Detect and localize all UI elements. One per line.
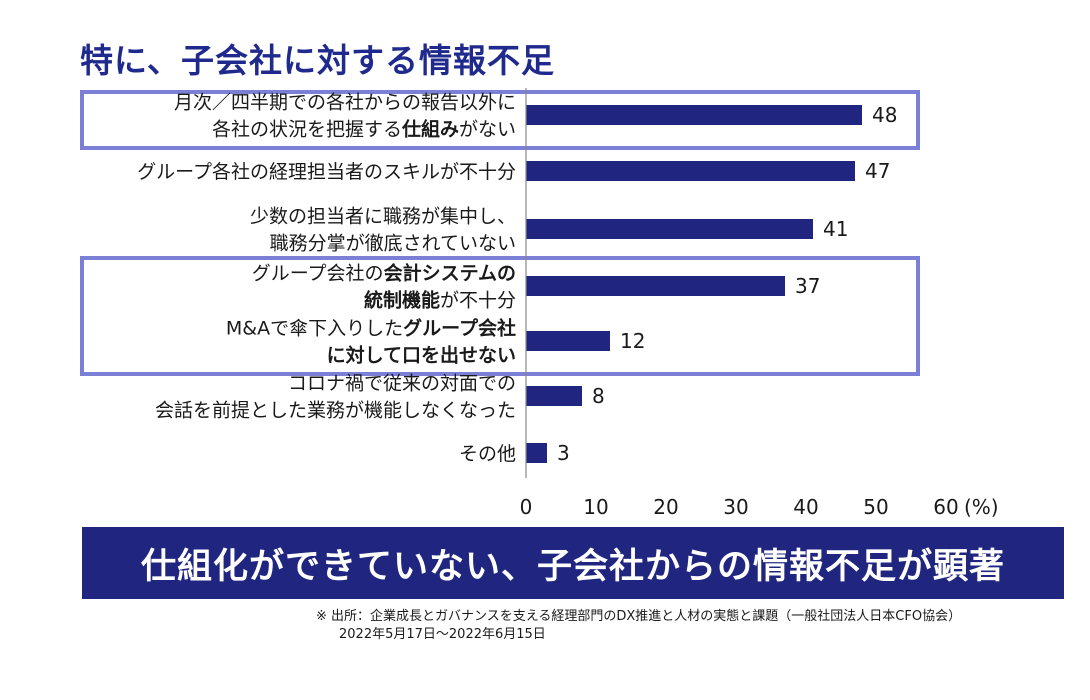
bar-3 (526, 219, 813, 239)
category-label-2-line-1: グループ各社の経理担当者のスキルが不十分 (137, 161, 516, 183)
x-tick-label-60: 60 (933, 495, 958, 519)
source-line-1: ※ 出所：企業成長とガバナンスを支える経理部門のDX推進と人材の実態と課題（一般… (316, 609, 962, 624)
category-label-5-line-2: に対して口を出せない (327, 344, 516, 367)
bar-2 (526, 161, 855, 181)
source-line-2: 2022年5月17日～2022年6月15日 (339, 627, 546, 642)
conclusion-banner: 仕組化ができていない、子会社からの情報不足が顕著 (82, 527, 1064, 599)
page-title: 特に、子会社に対する情報不足 (80, 41, 556, 80)
category-label-1-line-2: 各社の状況を把握する仕組みがない (212, 118, 516, 141)
category-label-6-line-1: コロナ禍で従来の対面での (288, 373, 516, 395)
x-tick-label-30: 30 (723, 495, 748, 519)
x-tick-label-50: 50 (863, 495, 888, 519)
bar-7 (526, 443, 547, 463)
value-label-1: 48 (872, 103, 897, 127)
x-axis-layer: 0 10 20 30 40 50 60 (%) (520, 88, 999, 519)
category-label-5-line-1: M&Aで傘下入りしたグループ会社 (226, 317, 516, 340)
category-label-3-line-1: 少数の担当者に職務が集中し、 (250, 206, 516, 228)
source-note: ※ 出所：企業成長とガバナンスを支える経理部門のDX推進と人材の実態と課題（一般… (316, 608, 961, 644)
bar-5 (526, 331, 610, 351)
x-tick-label-40: 40 (793, 495, 818, 519)
bar-6 (526, 386, 582, 406)
highlight-frame-2 (80, 256, 920, 376)
category-label-1-line-1: 月次／四半期での各社からの報告以外に (174, 92, 516, 114)
category-label-6-line-2: 会話を前提とした業務が機能しなくなった (155, 400, 516, 422)
value-label-7: 3 (557, 441, 570, 465)
bars-layer: 48 47 41 37 12 8 3 (526, 103, 897, 465)
x-tick-label-0: 0 (520, 495, 533, 519)
value-label-2: 47 (865, 159, 890, 183)
x-tick-label-10: 10 (583, 495, 608, 519)
highlight-frame-1 (80, 90, 920, 150)
category-label-4-line-1: グループ会社の会計システムの (252, 262, 516, 285)
x-tick-label-20: 20 (653, 495, 678, 519)
x-unit-label: (%) (964, 495, 999, 519)
category-label-3-line-2: 職務分掌が徹底されていない (270, 233, 516, 255)
value-label-5: 12 (620, 329, 645, 353)
highlight-layer (80, 90, 920, 376)
category-label-4-line-2: 統制機能が不十分 (364, 289, 516, 312)
value-label-4: 37 (795, 274, 820, 298)
category-label-7-line-1: その他 (459, 443, 516, 465)
bar-4 (526, 276, 785, 296)
value-label-6: 8 (592, 384, 605, 408)
bar-1 (526, 105, 862, 125)
category-labels-layer: 月次／四半期での各社からの報告以外に各社の状況を把握する仕組みがないグループ各社… (137, 92, 516, 466)
value-label-3: 41 (823, 217, 848, 241)
